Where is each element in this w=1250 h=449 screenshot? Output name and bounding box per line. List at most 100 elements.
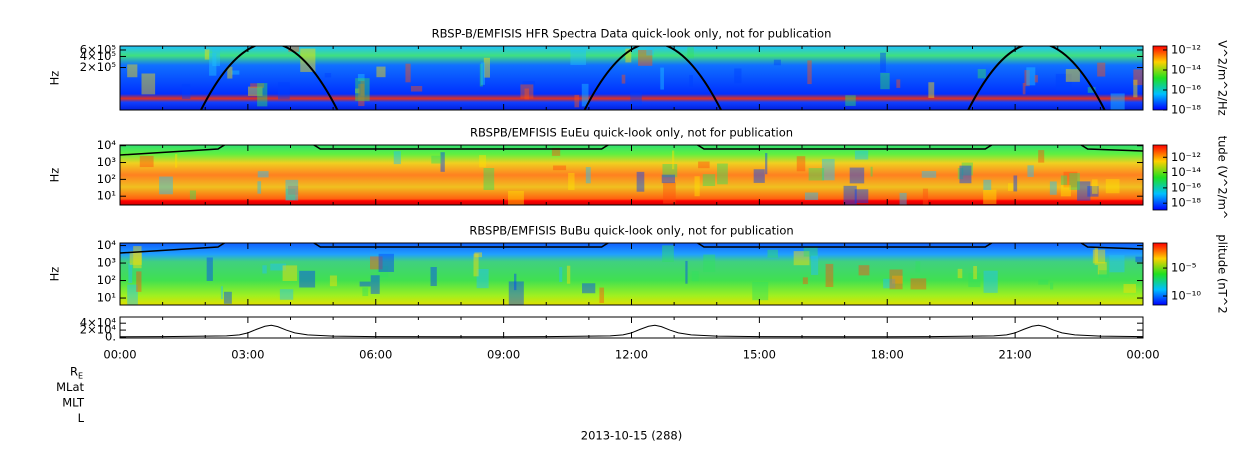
spectrogram-streak bbox=[753, 169, 765, 183]
spectrogram-streak bbox=[968, 273, 981, 288]
spectrogram-streak bbox=[717, 163, 728, 185]
spectrogram-streak bbox=[376, 66, 386, 78]
plasma-curve bbox=[967, 46, 1106, 110]
spectrogram-streak bbox=[370, 256, 383, 270]
spectrogram-streak bbox=[1060, 175, 1068, 185]
y-tick-label: 10¹ bbox=[97, 291, 116, 305]
spectrogram-streak bbox=[204, 49, 210, 60]
spectrogram-streak bbox=[357, 74, 365, 82]
spectrogram-streak bbox=[522, 81, 535, 91]
spectrogram-streak bbox=[440, 152, 445, 172]
spectrogram-streak bbox=[662, 245, 674, 263]
spectrogram-streak bbox=[804, 192, 819, 200]
spectrogram-streak bbox=[811, 255, 819, 275]
spectrogram-streak bbox=[133, 246, 142, 269]
spectrogram-streak bbox=[159, 176, 173, 195]
spectrogram-streak bbox=[559, 267, 563, 283]
spectrogram-streak bbox=[279, 289, 294, 300]
spectrogram-streak bbox=[370, 275, 380, 294]
spectrogram-streak bbox=[807, 60, 812, 85]
y-tick-label: 10¹ bbox=[97, 189, 116, 203]
y-tick-label: 10⁴ bbox=[97, 138, 117, 152]
y-tick-label: 2×10⁴ bbox=[80, 323, 117, 337]
spectrogram-streak bbox=[285, 188, 296, 201]
spectrogram-streak bbox=[127, 64, 138, 78]
spectrogram-streak bbox=[928, 82, 935, 98]
spectrogram-streak bbox=[574, 94, 580, 108]
spectrogram-streak bbox=[765, 153, 768, 175]
panel-title: RBSPB/EMFISIS EuEu quick-look only, not … bbox=[470, 126, 793, 140]
spectrogram-streak bbox=[630, 92, 642, 106]
spectrogram-streak bbox=[483, 57, 490, 78]
spectrogram-streak bbox=[1063, 171, 1078, 188]
spectrogram-streak bbox=[231, 70, 240, 75]
spectrogram-streak bbox=[206, 257, 213, 281]
spectrogram-streak bbox=[1099, 270, 1109, 278]
ephemeris-label-subscript: E bbox=[78, 372, 83, 381]
spectrogram-streak bbox=[1110, 93, 1125, 110]
spectrogram-streak bbox=[915, 261, 921, 273]
spectrogram-streak bbox=[849, 167, 865, 184]
spectrogram-streak bbox=[646, 47, 654, 56]
spectrogram-streak bbox=[854, 189, 869, 204]
spectrogram-streak bbox=[661, 174, 676, 184]
spectrogram-streak bbox=[566, 265, 571, 284]
spectrogram-streak bbox=[638, 50, 653, 66]
y-tick-label: 10³ bbox=[97, 155, 117, 169]
spectrogram-streak bbox=[1049, 181, 1057, 195]
spectrogram-streak bbox=[378, 253, 394, 272]
spectrogram-streak bbox=[410, 86, 423, 92]
spectrogram-streak bbox=[977, 69, 986, 79]
spectrogram-streak bbox=[854, 150, 869, 160]
spectrogram-streak bbox=[957, 167, 964, 180]
x-tick-label: 09:00 bbox=[487, 348, 520, 362]
spectrogram-streak bbox=[551, 147, 561, 156]
spectrogram-streak bbox=[568, 172, 575, 190]
spectrogram-streak bbox=[1034, 75, 1038, 83]
spectrogram-streak bbox=[983, 179, 992, 191]
spectrogram-streak bbox=[1024, 70, 1030, 87]
x-tick-label: 12:00 bbox=[615, 348, 648, 362]
ephemeris-label: L bbox=[78, 411, 85, 425]
spectrogram-streak bbox=[843, 185, 857, 205]
spectrogram-streak bbox=[660, 67, 664, 90]
spectrogram-streak bbox=[921, 171, 937, 178]
spectrogram-streak bbox=[1105, 179, 1120, 194]
spectrogram-streak bbox=[599, 287, 605, 303]
spectrogram-streak bbox=[1050, 282, 1054, 290]
spectrogram-streak bbox=[689, 75, 693, 87]
spectrogram-streak bbox=[685, 260, 688, 284]
spectrogram-streak bbox=[1077, 181, 1091, 201]
spectrogram-streak bbox=[1123, 284, 1136, 293]
spectrogram-streak bbox=[476, 268, 489, 289]
y-tick-label: 0. bbox=[105, 329, 116, 343]
x-tick-label: 00:00 bbox=[1126, 348, 1159, 362]
spectrogram-streak bbox=[376, 266, 389, 278]
spectrogram-streak bbox=[691, 271, 699, 282]
spectrogram-streak bbox=[355, 88, 360, 94]
spectrogram-streak bbox=[479, 155, 487, 168]
spectrogram-streak bbox=[359, 281, 371, 287]
x-tick-label: 06:00 bbox=[359, 348, 392, 362]
spectrogram-streak bbox=[1038, 279, 1049, 285]
spectrogram-streak bbox=[570, 49, 587, 65]
spectrogram-streak bbox=[825, 263, 834, 287]
spectrogram-streak bbox=[663, 182, 676, 204]
spectrogram-streak bbox=[250, 83, 265, 88]
colorbar-tick-label: 10⁻¹² bbox=[1171, 42, 1201, 56]
spectrogram-streak bbox=[1087, 186, 1099, 197]
spectrogram-streak bbox=[174, 154, 178, 168]
colorbar-tick-label: 10⁻¹⁰ bbox=[1171, 289, 1201, 303]
colorbar-tick-label: 10⁻¹⁴ bbox=[1171, 62, 1201, 76]
spectrogram-streak bbox=[889, 269, 903, 290]
y-tick-label: 2×10⁵ bbox=[80, 60, 117, 74]
spectrogram-features bbox=[127, 46, 1143, 110]
spectrogram-streak bbox=[524, 88, 529, 100]
colorbar-tick-label: 10⁻¹⁴ bbox=[1171, 165, 1201, 179]
y-tick-label: 4×10⁴ bbox=[80, 316, 117, 330]
spectrogram-streak bbox=[858, 265, 870, 276]
line-series bbox=[119, 324, 1144, 338]
spectrogram-streak bbox=[282, 265, 298, 281]
spectrogram-streak bbox=[957, 268, 963, 279]
spectrogram-streak bbox=[520, 84, 534, 99]
